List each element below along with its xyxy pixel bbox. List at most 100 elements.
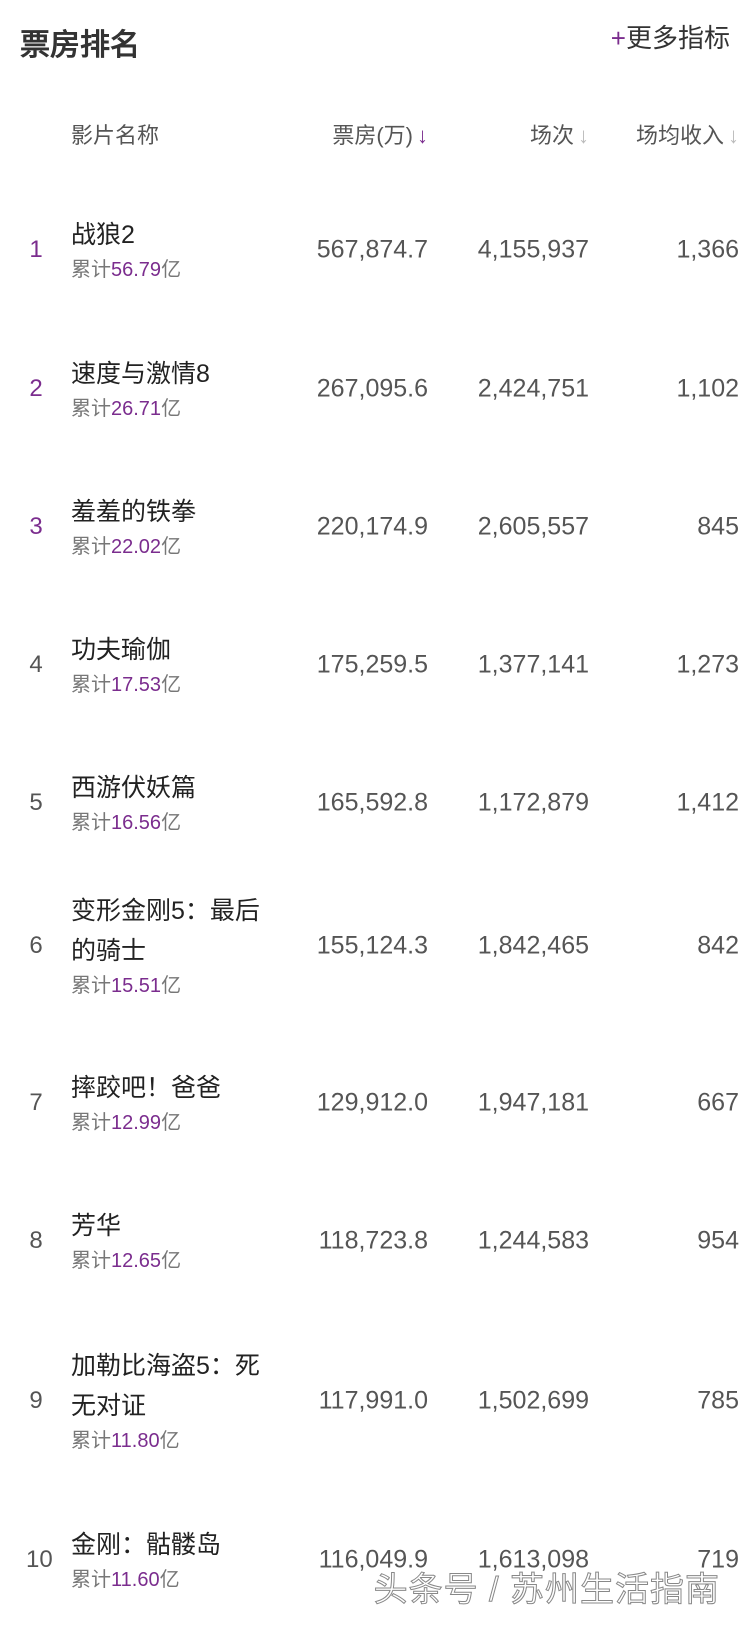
movie-name: 西游伏妖篇 bbox=[71, 774, 197, 802]
total-prefix: 累计 bbox=[71, 1430, 111, 1452]
shows: 2,424,751 bbox=[477, 374, 589, 403]
cumulative-total: 累计12.99亿 bbox=[71, 1108, 261, 1138]
total-unit: 亿 bbox=[159, 1430, 180, 1452]
total-prefix: 累计 bbox=[71, 1569, 111, 1591]
total-prefix: 累计 bbox=[71, 536, 111, 558]
total-unit: 亿 bbox=[159, 1569, 180, 1591]
cumulative-total: 累计17.53亿 bbox=[71, 670, 261, 700]
avg-income: 1,366 bbox=[676, 235, 739, 264]
box-office: 175,259.5 bbox=[316, 650, 428, 679]
cumulative-total: 累计22.02亿 bbox=[71, 532, 261, 562]
rank: 10 bbox=[26, 1546, 53, 1573]
total-value: 12.99 bbox=[111, 1112, 162, 1134]
cumulative-total: 累计11.60亿 bbox=[71, 1565, 261, 1595]
total-value: 22.02 bbox=[111, 536, 162, 558]
shows: 1,947,181 bbox=[477, 1088, 589, 1117]
box-office: 220,174.9 bbox=[316, 512, 428, 541]
total-unit: 亿 bbox=[161, 975, 182, 997]
rank: 2 bbox=[29, 375, 43, 402]
movie-info: 金刚：骷髅岛 累计11.60亿 bbox=[71, 1525, 261, 1595]
sort-down-icon: ↓ bbox=[417, 123, 428, 148]
sort-down-icon: ↓ bbox=[728, 123, 739, 148]
column-label: 票房(万) bbox=[332, 123, 413, 148]
total-prefix: 累计 bbox=[71, 975, 111, 997]
cumulative-total: 累计11.80亿 bbox=[71, 1426, 261, 1456]
rank: 9 bbox=[29, 1387, 43, 1414]
movie-name: 加勒比海盗5：死无对证 bbox=[71, 1352, 260, 1420]
total-value: 16.56 bbox=[111, 812, 162, 834]
total-value: 15.51 bbox=[111, 975, 162, 997]
total-value: 11.80 bbox=[111, 1430, 160, 1452]
box-office: 116,049.9 bbox=[318, 1545, 428, 1574]
movie-name: 功夫瑜伽 bbox=[71, 636, 172, 664]
plus-icon: + bbox=[610, 23, 626, 53]
column-header-name: 影片名称 bbox=[71, 123, 160, 148]
box-office: 267,095.6 bbox=[316, 374, 428, 403]
rank: 5 bbox=[29, 789, 43, 816]
total-value: 26.71 bbox=[111, 398, 162, 420]
avg-income: 667 bbox=[697, 1088, 739, 1117]
avg-income: 845 bbox=[697, 512, 739, 541]
shows: 4,155,937 bbox=[477, 235, 589, 264]
rank: 1 bbox=[29, 236, 43, 263]
box-office: 117,991.0 bbox=[318, 1386, 428, 1415]
total-unit: 亿 bbox=[161, 259, 182, 281]
total-prefix: 累计 bbox=[71, 812, 111, 834]
more-metrics-label: 更多指标 bbox=[625, 23, 730, 53]
total-unit: 亿 bbox=[161, 674, 182, 696]
movie-info: 战狼2 累计56.79亿 bbox=[71, 215, 261, 285]
rank: 7 bbox=[29, 1089, 43, 1116]
column-header-avg-income[interactable]: 场均收入 ↓ bbox=[636, 118, 739, 150]
total-prefix: 累计 bbox=[71, 674, 111, 696]
shows: 1,502,699 bbox=[477, 1386, 589, 1415]
cumulative-total: 累计16.56亿 bbox=[71, 808, 261, 838]
column-header-shows[interactable]: 场次 ↓ bbox=[530, 118, 589, 150]
movie-name: 羞羞的铁拳 bbox=[71, 498, 197, 526]
page-title: 票房排名 bbox=[20, 29, 140, 62]
total-prefix: 累计 bbox=[71, 1250, 111, 1272]
total-value: 56.79 bbox=[111, 259, 162, 281]
movie-info: 加勒比海盗5：死无对证 累计11.80亿 bbox=[71, 1346, 261, 1456]
movie-name: 变形金刚5：最后的骑士 bbox=[71, 897, 260, 965]
column-label: 场次 bbox=[529, 123, 574, 148]
box-office: 129,912.0 bbox=[316, 1088, 428, 1117]
total-prefix: 累计 bbox=[71, 398, 111, 420]
rank: 3 bbox=[29, 513, 43, 540]
movie-info: 速度与激情8 累计26.71亿 bbox=[71, 354, 261, 424]
box-office: 567,874.7 bbox=[316, 235, 428, 264]
cumulative-total: 累计26.71亿 bbox=[71, 394, 261, 424]
movie-name: 战狼2 bbox=[71, 221, 135, 249]
shows: 1,244,583 bbox=[477, 1226, 589, 1255]
avg-income: 1,412 bbox=[676, 788, 739, 817]
total-value: 12.65 bbox=[111, 1250, 162, 1272]
sort-down-icon: ↓ bbox=[578, 123, 589, 148]
shows: 2,605,557 bbox=[477, 512, 589, 541]
movie-info: 芳华 累计12.65亿 bbox=[71, 1206, 261, 1276]
shows: 1,613,098 bbox=[477, 1545, 589, 1574]
cumulative-total: 累计15.51亿 bbox=[71, 971, 261, 1001]
movie-name: 芳华 bbox=[71, 1212, 122, 1240]
box-office: 118,723.8 bbox=[318, 1226, 428, 1255]
shows: 1,377,141 bbox=[477, 650, 589, 679]
movie-name: 金刚：骷髅岛 bbox=[71, 1531, 222, 1559]
movie-info: 羞羞的铁拳 累计22.02亿 bbox=[71, 492, 261, 562]
avg-income: 785 bbox=[697, 1386, 739, 1415]
total-prefix: 累计 bbox=[71, 259, 111, 281]
column-label: 场均收入 bbox=[635, 123, 724, 148]
box-office: 155,124.3 bbox=[316, 931, 428, 960]
movie-info: 功夫瑜伽 累计17.53亿 bbox=[71, 630, 261, 700]
total-prefix: 累计 bbox=[71, 1112, 111, 1134]
box-office: 165,592.8 bbox=[316, 788, 428, 817]
cumulative-total: 累计12.65亿 bbox=[71, 1246, 261, 1276]
total-unit: 亿 bbox=[161, 398, 182, 420]
total-value: 11.60 bbox=[111, 1569, 160, 1591]
movie-info: 摔跤吧！爸爸 累计12.99亿 bbox=[71, 1068, 261, 1138]
shows: 1,172,879 bbox=[477, 788, 589, 817]
cumulative-total: 累计56.79亿 bbox=[71, 255, 261, 285]
movie-name: 速度与激情8 bbox=[71, 360, 210, 388]
shows: 1,842,465 bbox=[477, 931, 589, 960]
more-metrics-button[interactable]: +更多指标 bbox=[611, 18, 730, 55]
rank: 6 bbox=[29, 932, 43, 959]
column-header-box-office[interactable]: 票房(万) ↓ bbox=[332, 118, 428, 150]
movie-info: 西游伏妖篇 累计16.56亿 bbox=[71, 768, 261, 838]
